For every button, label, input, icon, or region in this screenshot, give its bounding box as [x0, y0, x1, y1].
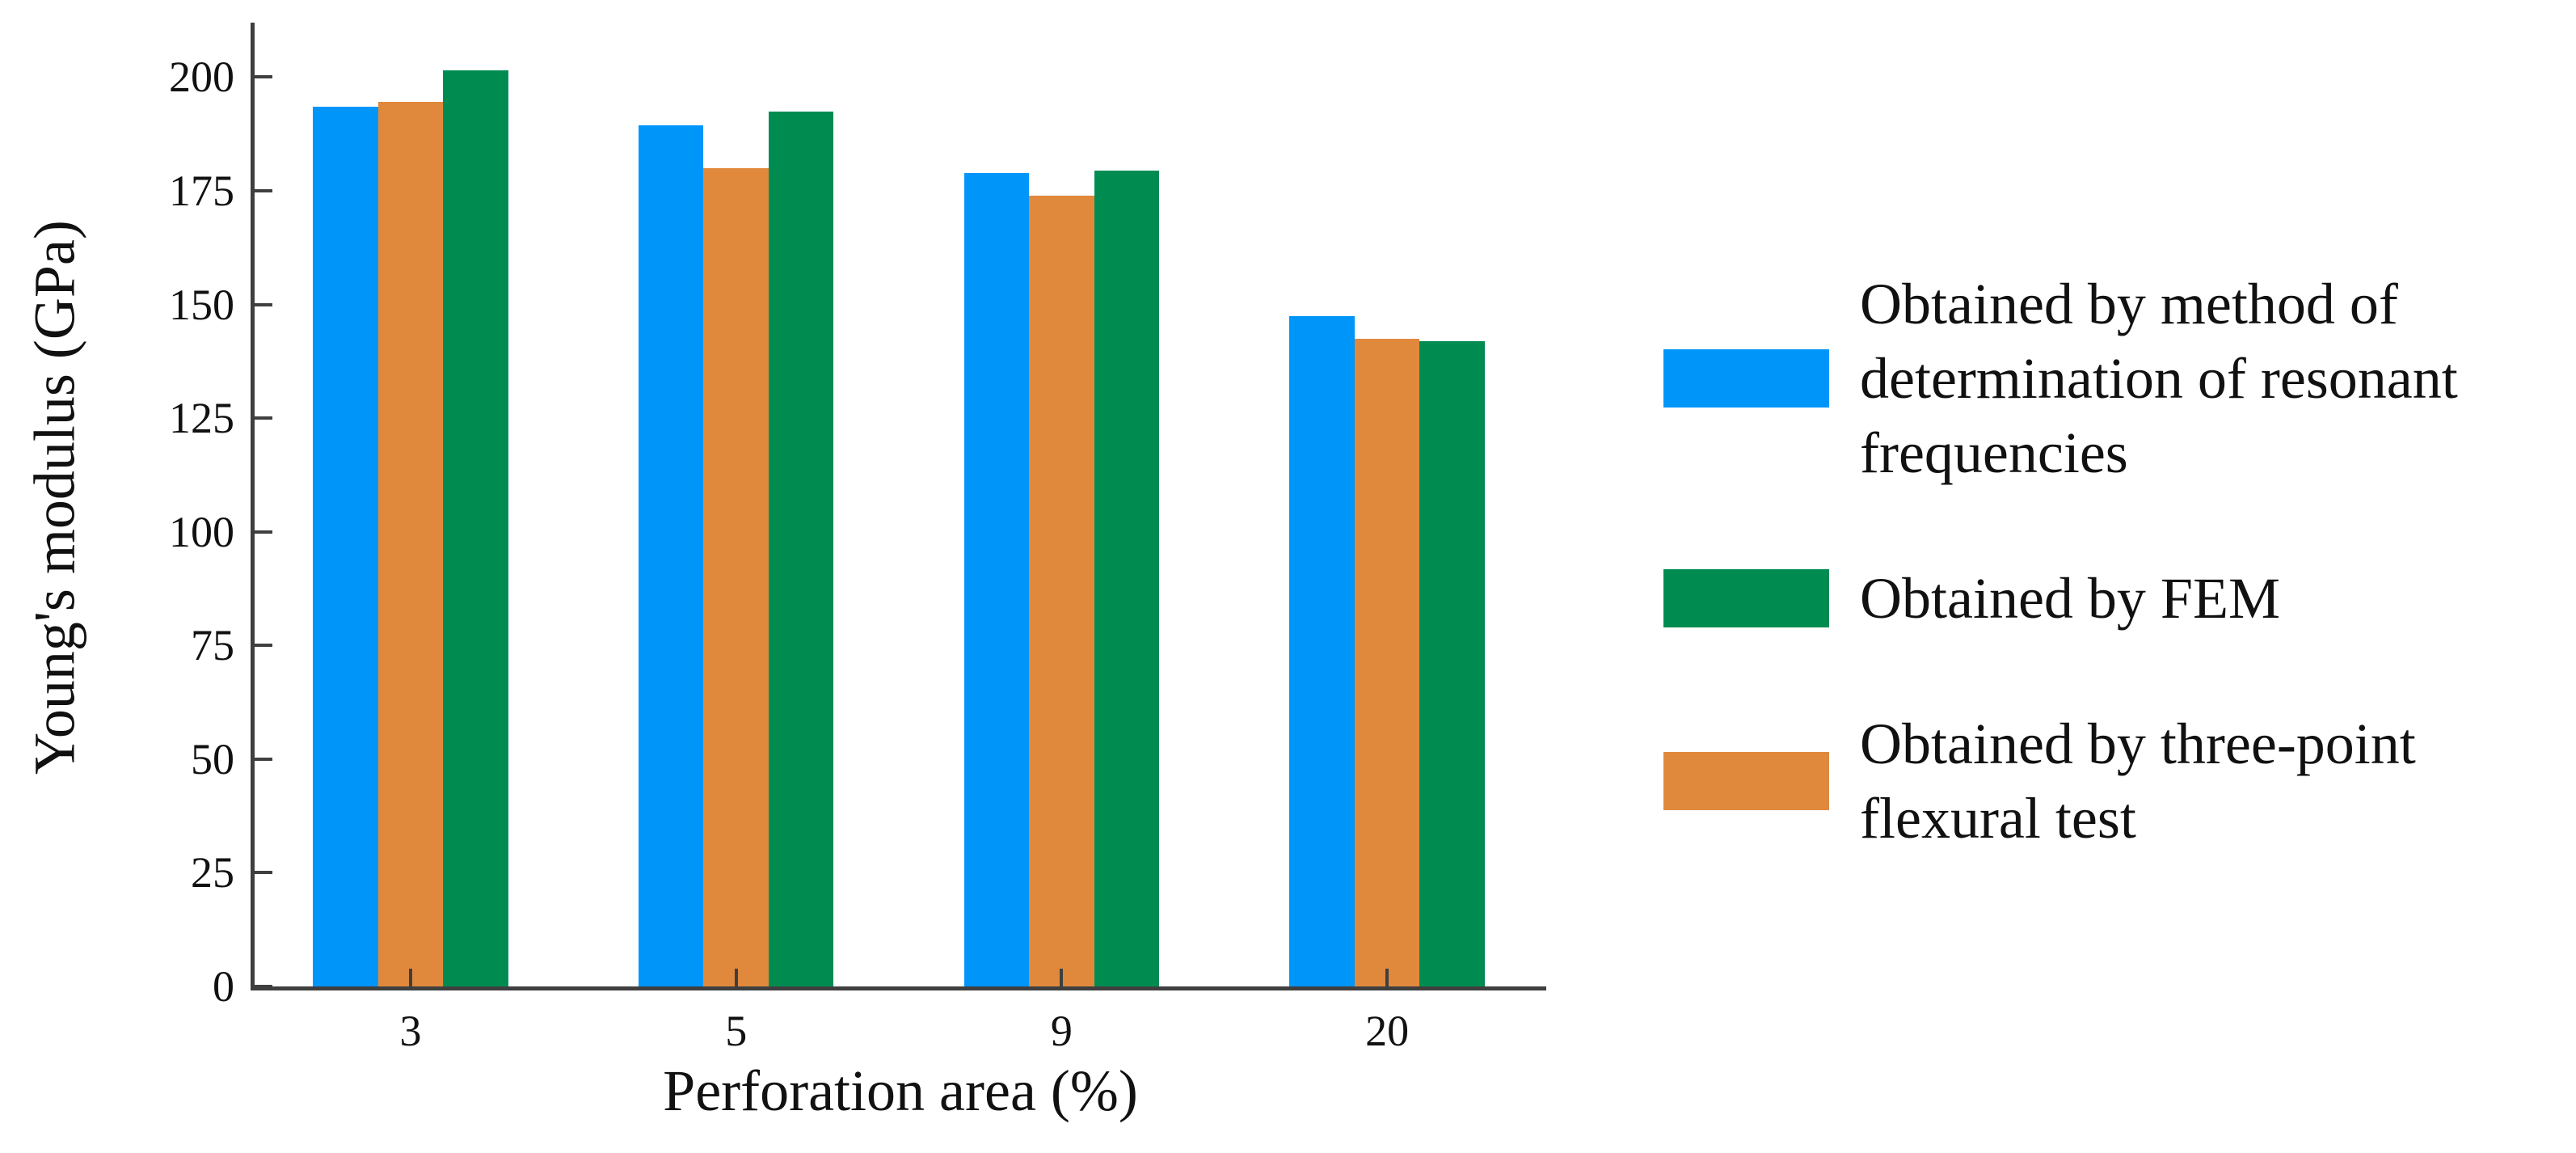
legend-swatch-three-point — [1663, 752, 1829, 810]
legend-swatch-resonant — [1663, 349, 1829, 408]
y-axis-tick — [255, 302, 272, 306]
legend-label-three-point: Obtained by three-point flexural test — [1860, 712, 2416, 851]
y-axis-tick-label: 0 — [213, 962, 234, 1011]
legend-item-three-point: Obtained by three-point flexural test — [1663, 707, 2458, 855]
y-axis-tick — [255, 985, 272, 988]
y-axis-tick — [255, 416, 272, 420]
y-axis-tick-label: 150 — [169, 280, 234, 329]
bar-three-point-3 — [377, 102, 444, 986]
y-axis-tick — [255, 644, 272, 648]
x-axis-tick — [1060, 969, 1064, 986]
y-axis-tick — [255, 757, 272, 761]
x-axis-tick — [1385, 969, 1389, 986]
legend-label-fem: Obtained by FEM — [1860, 566, 2280, 631]
y-axis-tick-label: 125 — [169, 394, 234, 443]
y-axis-tick-label: 25 — [191, 848, 234, 897]
bar-fem-5 — [768, 111, 834, 986]
legend-swatch-fem — [1663, 569, 1829, 627]
legend: Obtained by method of determination of r… — [1663, 267, 2458, 855]
plot-area — [251, 23, 1546, 990]
y-axis-tick-label: 50 — [191, 734, 234, 783]
x-axis-line — [251, 986, 1546, 990]
y-axis-tick-label: 200 — [169, 53, 234, 102]
legend-item-resonant: Obtained by method of determination of r… — [1663, 267, 2458, 490]
y-axis-tick — [255, 530, 272, 534]
legend-item-fem: Obtained by FEM — [1663, 561, 2458, 636]
x-axis-tick-label: 3 — [399, 1007, 422, 1055]
y-axis-tick — [255, 871, 272, 875]
bar-fem-3 — [443, 70, 508, 986]
y-axis-tick — [255, 75, 272, 79]
bar-resonant-5 — [638, 125, 704, 986]
x-axis-tick-label: 9 — [1050, 1007, 1073, 1055]
y-axis-tick — [255, 189, 272, 193]
bar-resonant-20 — [1289, 315, 1355, 986]
x-axis-tick-label: 20 — [1365, 1007, 1410, 1055]
x-axis-tick-label: 5 — [725, 1007, 748, 1055]
x-axis-tick — [734, 969, 738, 986]
y-axis-line — [251, 23, 255, 990]
bar-fem-20 — [1419, 340, 1485, 986]
bar-three-point-9 — [1029, 195, 1094, 986]
x-axis-tick — [409, 969, 412, 986]
bar-fem-9 — [1094, 170, 1160, 986]
bar-three-point-5 — [703, 167, 769, 986]
x-axis-title: Perforation area (%) — [663, 1058, 1138, 1123]
legend-label-resonant: Obtained by method of determination of r… — [1860, 272, 2458, 485]
y-axis-tick-label: 75 — [191, 621, 234, 670]
bar-three-point-20 — [1354, 338, 1420, 986]
bar-resonant-9 — [963, 172, 1030, 986]
y-axis-tick-label: 100 — [169, 507, 234, 556]
bar-resonant-3 — [313, 107, 378, 986]
y-axis-tick-label: 175 — [169, 167, 234, 216]
